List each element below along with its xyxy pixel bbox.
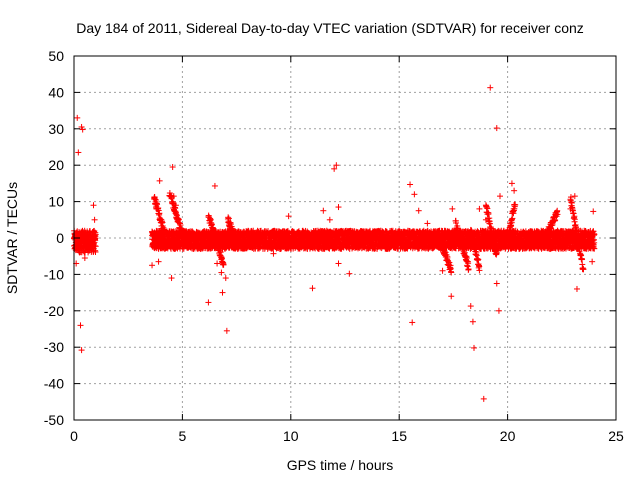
- dense-point: [92, 243, 99, 250]
- dense-point: [92, 231, 99, 238]
- dense-point: [92, 249, 99, 256]
- data-points: [71, 84, 598, 402]
- chart-title: Day 184 of 2011, Sidereal Day-to-day VTE…: [76, 20, 584, 36]
